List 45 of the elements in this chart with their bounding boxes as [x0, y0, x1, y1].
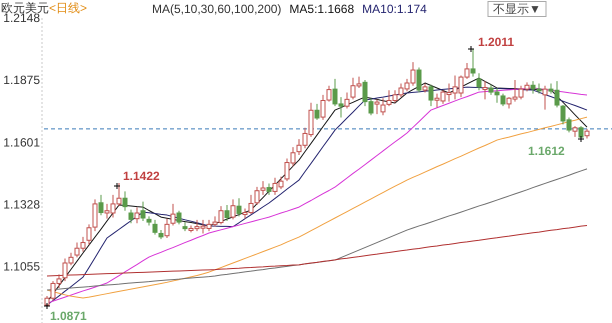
- candlestick: [266, 182, 272, 196]
- candlestick: [482, 80, 488, 100]
- chart-subtitle: <日线>: [49, 1, 88, 15]
- candlestick: [224, 204, 230, 222]
- candlestick: [164, 218, 170, 238]
- control: 不显示▼: [488, 1, 546, 17]
- candlestick: [146, 216, 152, 226]
- candlestick: [374, 98, 380, 115]
- annotation: 1.0871: [50, 309, 88, 323]
- candlestick: [134, 206, 140, 224]
- candlestick: [236, 198, 242, 217]
- y-tick-label: 1.1328: [3, 197, 40, 212]
- y-tick-label: 1.1875: [3, 73, 40, 88]
- candlestick: [584, 128, 590, 139]
- y-tick-label: 1.1055: [3, 259, 40, 274]
- y-tick-label: 1.1601: [3, 135, 40, 150]
- candlestick: [122, 190, 128, 212]
- candlestick: [416, 67, 422, 94]
- candlestick: [230, 198, 236, 220]
- candlestick: [158, 230, 164, 240]
- candlestick: [428, 84, 434, 107]
- candlestick: [140, 201, 146, 222]
- annotation: 1.1422: [123, 169, 160, 183]
- legend: MA(5,10,30,60,100,200) MA5:1.1668 MA10:1.174: [152, 2, 427, 16]
- annotation: 1.2011: [478, 35, 514, 49]
- candlestick: [470, 48, 476, 78]
- candlestick: [98, 194, 104, 216]
- line-series: [46, 116, 588, 298]
- candlestick: [572, 126, 578, 138]
- candlestick: [344, 92, 350, 109]
- candlestick: [542, 85, 548, 110]
- candlestick: [170, 203, 176, 226]
- candlestick: [86, 224, 92, 246]
- annotation: 1.1612: [528, 144, 566, 158]
- candlestick: [92, 198, 98, 232]
- candlestick: [314, 103, 320, 120]
- chart-title: 欧元美元: [1, 1, 49, 15]
- candlestick: [182, 222, 188, 232]
- candlestick: [152, 219, 158, 236]
- candlestick: [500, 93, 506, 107]
- candlestick: [128, 209, 134, 224]
- candlestick: [422, 82, 428, 94]
- line-series: [46, 168, 588, 291]
- candlestick: [476, 72, 482, 91]
- candlestick: [176, 210, 182, 225]
